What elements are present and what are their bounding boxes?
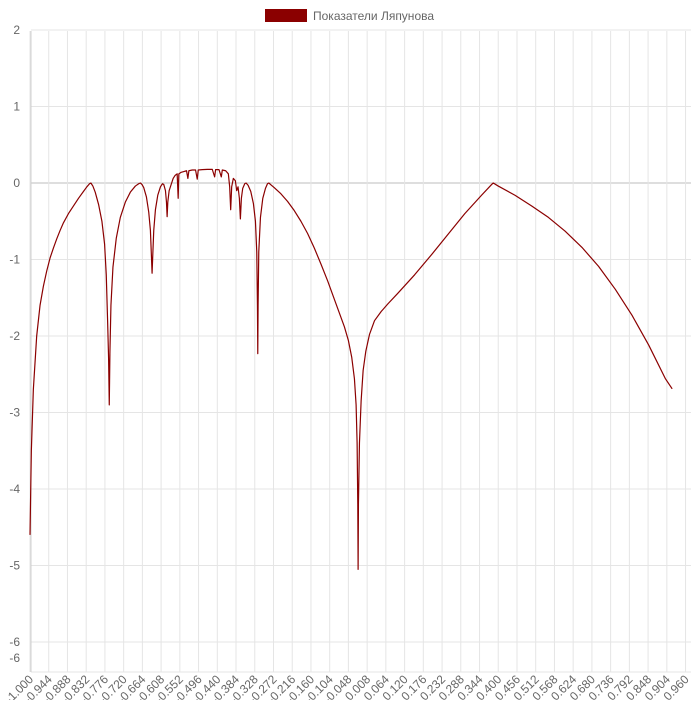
series xyxy=(29,168,673,570)
series-line xyxy=(29,168,673,570)
y-tick-label: -4 xyxy=(9,482,20,496)
y-tick-label: -5 xyxy=(9,559,20,573)
y-tick-label: 0 xyxy=(13,176,20,190)
legend-label: Показатели Ляпунова xyxy=(313,9,434,23)
legend[interactable]: Показатели Ляпунова xyxy=(265,9,434,23)
y-tick-label: 2 xyxy=(13,23,20,37)
axes: 210-1-2-3-4-5-6-6-1.000-0.944-0.888-0.83… xyxy=(2,23,692,705)
legend-color-swatch xyxy=(265,9,307,22)
y-tick-label: -1 xyxy=(9,253,20,267)
y-tick-label: -3 xyxy=(9,406,20,420)
y-tick-label: -2 xyxy=(9,329,20,343)
grid xyxy=(29,29,691,673)
y-tick-label: -6 xyxy=(9,651,20,665)
y-tick-label: -6 xyxy=(9,635,20,649)
y-tick-label: 1 xyxy=(13,100,20,114)
